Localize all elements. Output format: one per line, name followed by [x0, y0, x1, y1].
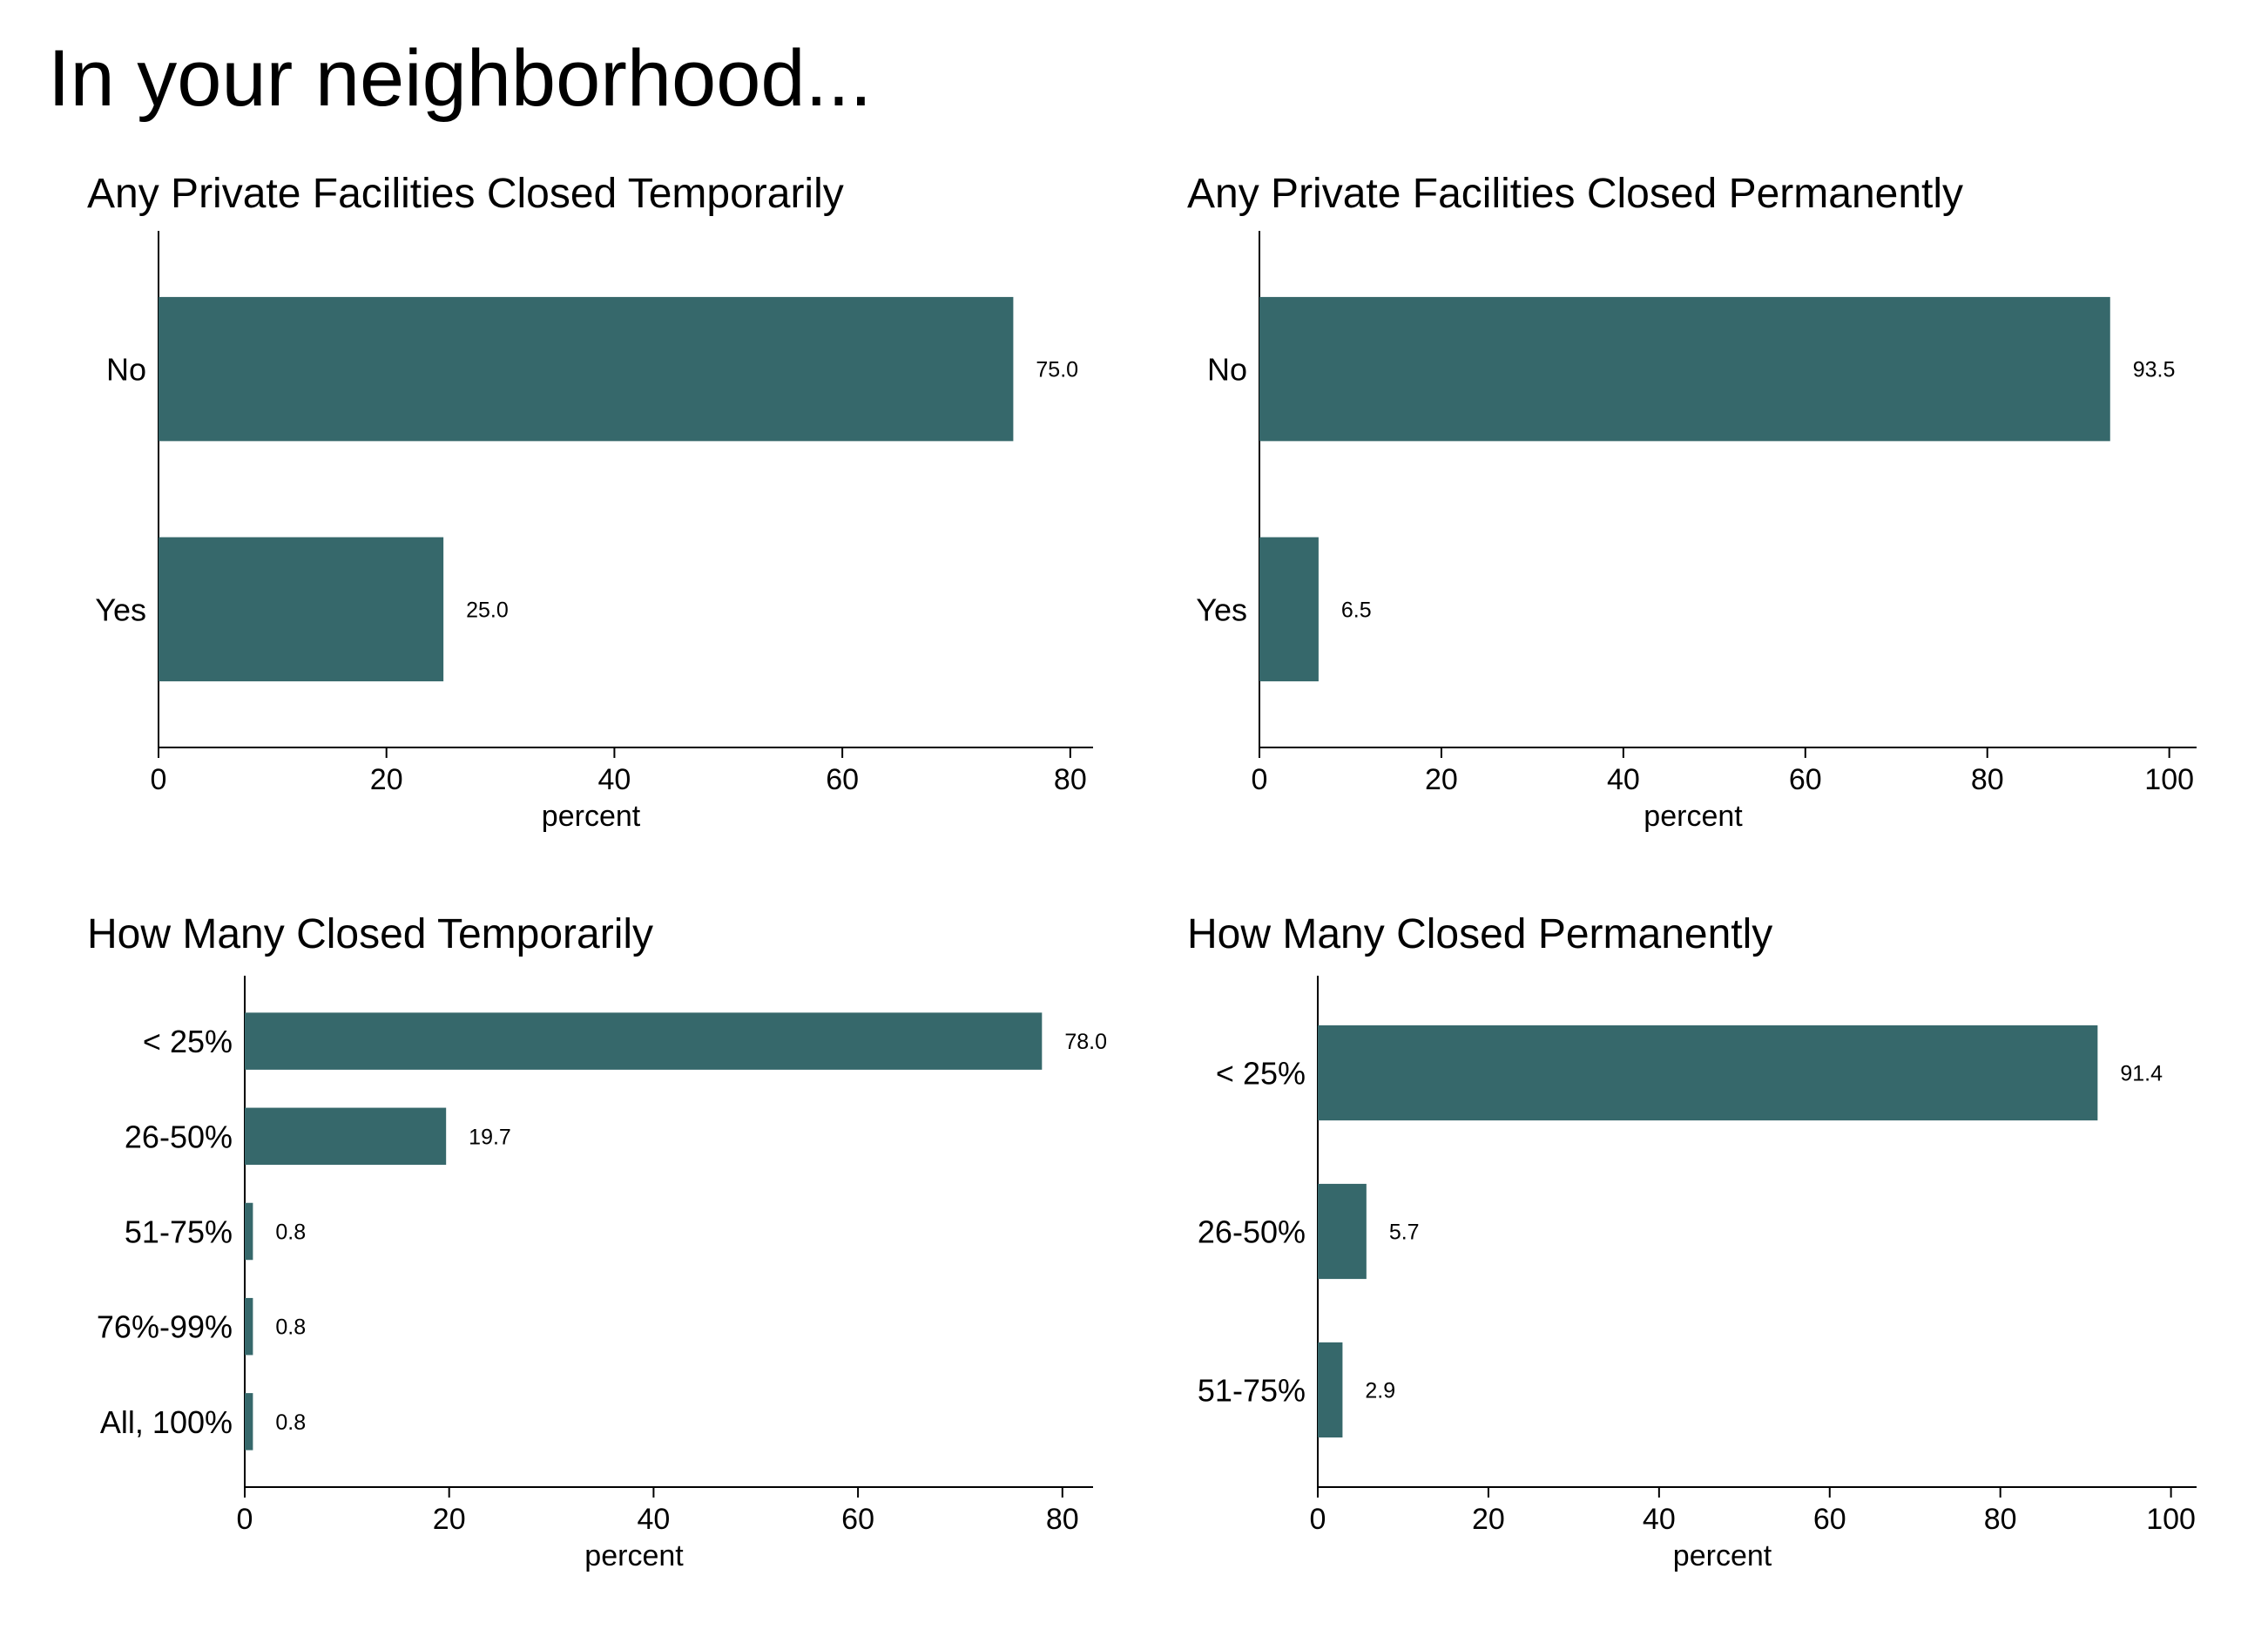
data-label: 0.8 — [275, 1221, 306, 1245]
x-tick-label: 80 — [1054, 763, 1087, 796]
x-tick-label: 40 — [1607, 763, 1640, 796]
x-tick-label: 40 — [1643, 1503, 1676, 1536]
page-title: In your neighborhood... — [48, 34, 873, 123]
category-label: 26-50% — [125, 1119, 233, 1154]
data-label: 78.0 — [1064, 1030, 1106, 1054]
x-axis-label: percent — [1644, 800, 1743, 833]
chart-title: Any Private Facilities Closed Permanentl… — [1187, 171, 1963, 217]
category-label: < 25% — [143, 1024, 233, 1059]
data-label: 5.7 — [1389, 1221, 1420, 1245]
bar-26-50 — [1318, 1183, 1367, 1280]
x-tick-label: 20 — [1472, 1503, 1505, 1536]
x-tick-label: 60 — [841, 1503, 874, 1536]
chart-how-many-closed-temporarily: How Many Closed Temporarily 0 20 40 60 80 perc… — [0, 906, 1106, 1638]
chart-how-many-closed-permanently: How Many Closed Permanently 0 20 40 60 80 100 p… — [1106, 906, 2212, 1638]
bar-76-99 — [245, 1297, 253, 1356]
x-tick-label: 0 — [151, 763, 167, 796]
data-label: 0.8 — [275, 1410, 306, 1435]
x-tick-label: 80 — [1046, 1503, 1079, 1536]
chart-svg: How Many Closed Permanently 0 20 40 60 80 100 p… — [1187, 911, 2197, 1572]
x-tick-label: 100 — [2144, 763, 2194, 796]
x-tick-label: 20 — [433, 1503, 466, 1536]
category-label: 26-50% — [1198, 1214, 1306, 1250]
x-tick-label: 80 — [1971, 763, 2004, 796]
category-label: Yes — [1196, 592, 1247, 627]
bar-yes — [1259, 537, 1319, 682]
bar-51-75 — [1318, 1342, 1343, 1438]
bar-no — [159, 296, 1014, 442]
data-label: 75.0 — [1036, 358, 1078, 382]
x-tick-label: 60 — [1789, 763, 1822, 796]
x-tick-label: 0 — [1310, 1503, 1326, 1536]
category-label: No — [1207, 352, 1247, 388]
x-axis-label: percent — [584, 1539, 684, 1572]
x-tick-label: 40 — [637, 1503, 670, 1536]
chart-any-closed-temporarily: Any Private Facilities Closed Temporaril… — [0, 166, 1106, 897]
chart-title: How Many Closed Permanently — [1187, 911, 1772, 957]
chart-svg: Any Private Facilities Closed Temporaril… — [87, 171, 1093, 833]
x-tick-label: 0 — [237, 1503, 253, 1536]
chart-svg: How Many Closed Temporarily 0 20 40 60 80 perc… — [87, 911, 1106, 1572]
category-label: 51-75% — [125, 1214, 233, 1250]
x-tick-label: 40 — [598, 763, 631, 796]
bar-no — [1259, 296, 2110, 442]
data-label: 6.5 — [1341, 598, 1372, 622]
chart-any-closed-permanently: Any Private Facilities Closed Permanentl… — [1106, 166, 2212, 897]
data-label: 0.8 — [275, 1315, 306, 1340]
chart-svg: Any Private Facilities Closed Permanentl… — [1187, 171, 2197, 833]
bar-25 — [1318, 1024, 2098, 1121]
data-label: 19.7 — [469, 1125, 511, 1149]
x-tick-label: 60 — [826, 763, 859, 796]
chart-title: How Many Closed Temporarily — [87, 911, 653, 957]
x-axis-label: percent — [1673, 1539, 1772, 1572]
data-label: 93.5 — [2133, 358, 2176, 382]
category-label: All, 100% — [100, 1404, 233, 1440]
data-label: 91.4 — [2120, 1062, 2163, 1086]
data-label: 25.0 — [466, 598, 509, 622]
x-axis-label: percent — [542, 800, 641, 833]
bar-25 — [245, 1012, 1043, 1070]
category-label: 51-75% — [1198, 1372, 1306, 1408]
bar-26-50 — [245, 1107, 447, 1166]
x-tick-label: 100 — [2146, 1503, 2196, 1536]
x-tick-label: 80 — [1984, 1503, 2017, 1536]
category-label: No — [106, 352, 146, 388]
category-label: < 25% — [1216, 1056, 1306, 1092]
bar-51-75 — [245, 1202, 253, 1261]
category-label: Yes — [95, 592, 146, 627]
bar-all-100 — [245, 1393, 253, 1451]
x-tick-label: 20 — [1425, 763, 1458, 796]
data-label: 2.9 — [1365, 1378, 1395, 1403]
x-tick-label: 60 — [1813, 1503, 1846, 1536]
chart-title: Any Private Facilities Closed Temporaril… — [87, 171, 844, 217]
bar-yes — [159, 537, 444, 682]
x-tick-label: 0 — [1252, 763, 1268, 796]
category-label: 76%-99% — [97, 1309, 233, 1345]
x-tick-label: 20 — [370, 763, 403, 796]
